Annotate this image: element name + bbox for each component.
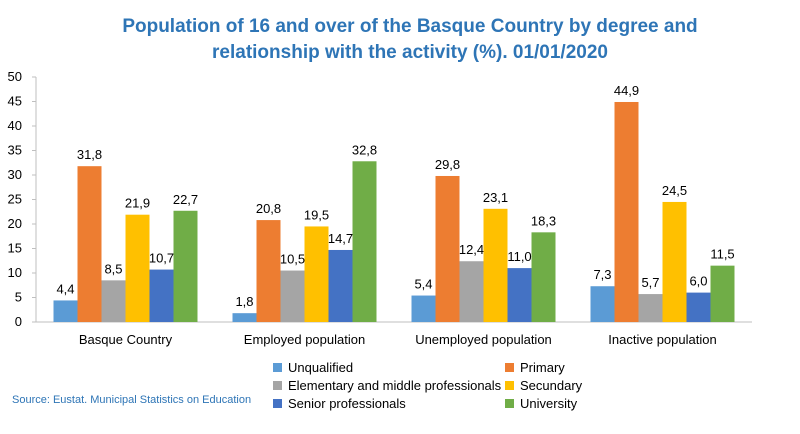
- bar: [662, 201, 687, 322]
- y-tick-label: 25: [8, 192, 22, 207]
- y-tick-label: 50: [8, 69, 22, 84]
- y-tick-label: 15: [8, 241, 22, 256]
- bar: [232, 313, 257, 322]
- legend-label: Secundary: [520, 378, 583, 393]
- bar: [531, 232, 556, 322]
- bar: [101, 280, 126, 322]
- bar: [411, 295, 436, 322]
- data-label: 11,0: [507, 249, 531, 264]
- data-label: 44,9: [614, 83, 639, 98]
- bar: [590, 286, 615, 322]
- data-label: 5,7: [641, 275, 659, 290]
- legend-item: Secundary: [505, 378, 582, 393]
- bar: [173, 210, 198, 322]
- data-label: 12,4: [459, 242, 484, 257]
- bar: [614, 101, 639, 323]
- x-tick-label: Unemployed population: [415, 332, 552, 347]
- y-tick-label: 20: [8, 216, 22, 231]
- data-label: 4,4: [56, 281, 74, 296]
- y-tick-label: 30: [8, 167, 22, 182]
- legend-label: Elementary and middle professionals: [288, 378, 502, 393]
- bar: [328, 249, 353, 322]
- bar: [149, 269, 174, 322]
- data-label: 21,9: [125, 196, 150, 211]
- data-label: 23,1: [483, 190, 508, 205]
- data-label: 1,8: [235, 294, 253, 309]
- data-label: 32,8: [352, 142, 377, 157]
- legend-item: University: [505, 396, 577, 411]
- chart-title-line-1: Population of 16 and over of the Basque …: [122, 16, 698, 37]
- data-label: 6,0: [689, 274, 707, 289]
- legend-item: Primary: [505, 360, 565, 375]
- data-label: 29,8: [435, 157, 460, 172]
- legend-swatch: [505, 381, 514, 390]
- y-tick-label: 45: [8, 94, 22, 109]
- bar: [638, 294, 663, 322]
- x-tick-label: Employed population: [244, 332, 365, 347]
- y-tick-label: 40: [8, 118, 22, 133]
- legend-label: Senior professionals: [288, 396, 406, 411]
- y-tick-label: 0: [15, 314, 22, 329]
- chart-title-line-2: relationship with the activity (%). 01/0…: [212, 42, 608, 63]
- bar: [304, 226, 329, 322]
- legend-label: Unqualified: [288, 360, 354, 375]
- bar: [352, 161, 377, 322]
- chart-title: Population of 16 and over of the Basque …: [60, 14, 760, 66]
- data-label: 11,5: [710, 247, 734, 262]
- legend-swatch: [273, 381, 282, 390]
- legend-label: Primary: [520, 360, 565, 375]
- bar: [483, 208, 508, 322]
- legend-item: Senior professionals: [273, 396, 406, 411]
- data-label: 5,4: [414, 277, 432, 292]
- data-label: 10,7: [149, 251, 174, 266]
- bar: [435, 175, 460, 322]
- y-tick-label: 35: [8, 143, 22, 158]
- data-label: 19,5: [304, 207, 329, 222]
- legend-item: Unqualified: [273, 360, 353, 375]
- data-label: 7,3: [593, 267, 611, 282]
- data-label: 14,7: [328, 231, 353, 246]
- bar: [77, 166, 102, 322]
- bar: [125, 214, 150, 322]
- legend-swatch: [505, 363, 514, 372]
- data-label: 8,5: [104, 261, 122, 276]
- data-label: 22,7: [173, 192, 198, 207]
- bar: [53, 300, 78, 322]
- bar: [507, 268, 532, 322]
- legend-swatch: [273, 363, 282, 372]
- source-note: Source: Eustat. Municipal Statistics on …: [12, 394, 252, 406]
- bar: [710, 265, 735, 322]
- data-label: 18,3: [531, 213, 556, 228]
- data-label: 10,5: [280, 252, 305, 267]
- bar: [256, 220, 281, 322]
- legend-item: Elementary and middle professionals: [273, 378, 501, 393]
- legend-swatch: [273, 399, 282, 408]
- data-label: 20,8: [256, 201, 281, 216]
- legend-swatch: [505, 399, 514, 408]
- bar: [459, 261, 484, 322]
- data-label: 24,5: [662, 183, 687, 198]
- legend-label: University: [520, 396, 578, 411]
- y-tick-label: 10: [8, 265, 22, 280]
- y-tick-label: 5: [15, 290, 22, 305]
- data-label: 31,8: [77, 147, 102, 162]
- bar: [280, 270, 305, 322]
- bar: [686, 292, 711, 322]
- x-tick-label: Basque Country: [79, 332, 173, 347]
- x-tick-label: Inactive population: [608, 332, 716, 347]
